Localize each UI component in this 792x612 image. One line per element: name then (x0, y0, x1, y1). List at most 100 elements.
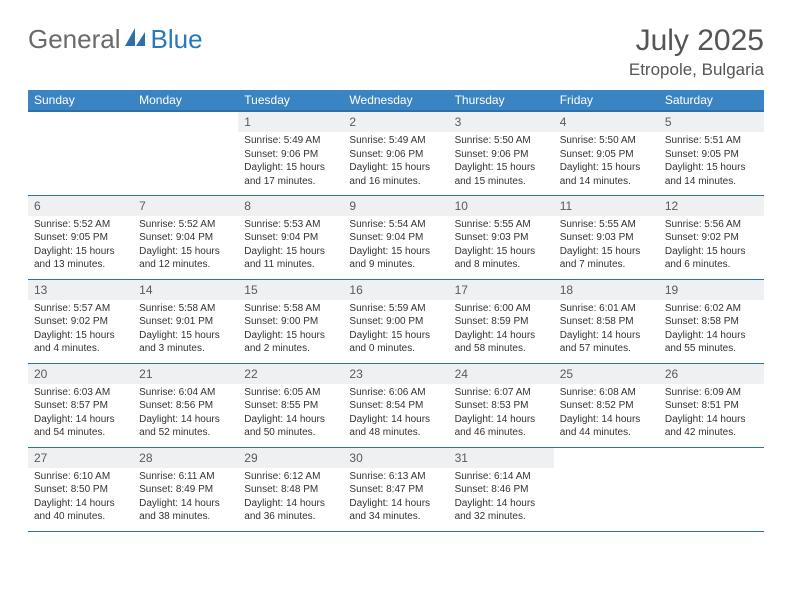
day-details: Sunrise: 5:56 AMSunset: 9:02 PMDaylight:… (659, 216, 764, 276)
daylight-text: Daylight: 14 hours and 36 minutes. (244, 497, 337, 524)
day-number: 31 (449, 448, 554, 468)
sunrise-text: Sunrise: 6:12 AM (244, 470, 337, 484)
sunrise-text: Sunrise: 5:59 AM (349, 302, 442, 316)
daylight-text: Daylight: 14 hours and 55 minutes. (665, 329, 758, 356)
sunrise-text: Sunrise: 5:49 AM (349, 134, 442, 148)
day-details: Sunrise: 5:50 AMSunset: 9:06 PMDaylight:… (449, 132, 554, 192)
day-details: Sunrise: 6:05 AMSunset: 8:55 PMDaylight:… (238, 384, 343, 444)
sunset-text: Sunset: 9:04 PM (139, 231, 232, 245)
day-number: 1 (238, 112, 343, 132)
calendar-day-cell (133, 111, 238, 195)
day-details: Sunrise: 5:57 AMSunset: 9:02 PMDaylight:… (28, 300, 133, 360)
calendar-day-cell: 15Sunrise: 5:58 AMSunset: 9:00 PMDayligh… (238, 279, 343, 363)
day-details: Sunrise: 6:01 AMSunset: 8:58 PMDaylight:… (554, 300, 659, 360)
calendar-day-cell: 4Sunrise: 5:50 AMSunset: 9:05 PMDaylight… (554, 111, 659, 195)
sunset-text: Sunset: 8:53 PM (455, 399, 548, 413)
day-details: Sunrise: 5:49 AMSunset: 9:06 PMDaylight:… (343, 132, 448, 192)
day-number: 23 (343, 364, 448, 384)
calendar-day-cell: 2Sunrise: 5:49 AMSunset: 9:06 PMDaylight… (343, 111, 448, 195)
sunrise-text: Sunrise: 6:07 AM (455, 386, 548, 400)
daylight-text: Daylight: 15 hours and 15 minutes. (455, 161, 548, 188)
day-number: 24 (449, 364, 554, 384)
day-details: Sunrise: 6:08 AMSunset: 8:52 PMDaylight:… (554, 384, 659, 444)
calendar-day-cell: 3Sunrise: 5:50 AMSunset: 9:06 PMDaylight… (449, 111, 554, 195)
daylight-text: Daylight: 14 hours and 58 minutes. (455, 329, 548, 356)
day-number: 8 (238, 196, 343, 216)
day-details: Sunrise: 5:52 AMSunset: 9:05 PMDaylight:… (28, 216, 133, 276)
sunset-text: Sunset: 8:59 PM (455, 315, 548, 329)
brand-word-1: General (28, 24, 121, 55)
calendar-day-cell: 6Sunrise: 5:52 AMSunset: 9:05 PMDaylight… (28, 195, 133, 279)
calendar-day-cell: 23Sunrise: 6:06 AMSunset: 8:54 PMDayligh… (343, 363, 448, 447)
day-details: Sunrise: 6:02 AMSunset: 8:58 PMDaylight:… (659, 300, 764, 360)
calendar-table: SundayMondayTuesdayWednesdayThursdayFrid… (28, 90, 764, 532)
day-details: Sunrise: 6:10 AMSunset: 8:50 PMDaylight:… (28, 468, 133, 528)
sunset-text: Sunset: 9:03 PM (455, 231, 548, 245)
sunrise-text: Sunrise: 5:54 AM (349, 218, 442, 232)
sunset-text: Sunset: 9:00 PM (349, 315, 442, 329)
sunrise-text: Sunrise: 6:02 AM (665, 302, 758, 316)
sunrise-text: Sunrise: 5:51 AM (665, 134, 758, 148)
day-details: Sunrise: 5:55 AMSunset: 9:03 PMDaylight:… (449, 216, 554, 276)
calendar-day-cell: 28Sunrise: 6:11 AMSunset: 8:49 PMDayligh… (133, 447, 238, 531)
day-number: 17 (449, 280, 554, 300)
sunset-text: Sunset: 9:00 PM (244, 315, 337, 329)
day-details: Sunrise: 5:52 AMSunset: 9:04 PMDaylight:… (133, 216, 238, 276)
day-details: Sunrise: 5:58 AMSunset: 9:01 PMDaylight:… (133, 300, 238, 360)
day-details: Sunrise: 6:06 AMSunset: 8:54 PMDaylight:… (343, 384, 448, 444)
day-details: Sunrise: 6:04 AMSunset: 8:56 PMDaylight:… (133, 384, 238, 444)
calendar-day-cell: 29Sunrise: 6:12 AMSunset: 8:48 PMDayligh… (238, 447, 343, 531)
daylight-text: Daylight: 15 hours and 14 minutes. (560, 161, 653, 188)
daylight-text: Daylight: 14 hours and 52 minutes. (139, 413, 232, 440)
calendar-day-cell: 18Sunrise: 6:01 AMSunset: 8:58 PMDayligh… (554, 279, 659, 363)
daylight-text: Daylight: 14 hours and 48 minutes. (349, 413, 442, 440)
day-number: 16 (343, 280, 448, 300)
daylight-text: Daylight: 15 hours and 3 minutes. (139, 329, 232, 356)
sunrise-text: Sunrise: 6:05 AM (244, 386, 337, 400)
calendar-day-cell: 27Sunrise: 6:10 AMSunset: 8:50 PMDayligh… (28, 447, 133, 531)
location: Etropole, Bulgaria (629, 60, 764, 80)
sunset-text: Sunset: 9:02 PM (34, 315, 127, 329)
day-number: 4 (554, 112, 659, 132)
sunset-text: Sunset: 9:04 PM (349, 231, 442, 245)
calendar-week-row: 20Sunrise: 6:03 AMSunset: 8:57 PMDayligh… (28, 363, 764, 447)
daylight-text: Daylight: 14 hours and 57 minutes. (560, 329, 653, 356)
sunset-text: Sunset: 9:06 PM (349, 148, 442, 162)
day-details: Sunrise: 5:53 AMSunset: 9:04 PMDaylight:… (238, 216, 343, 276)
day-details: Sunrise: 6:11 AMSunset: 8:49 PMDaylight:… (133, 468, 238, 528)
calendar-day-cell: 24Sunrise: 6:07 AMSunset: 8:53 PMDayligh… (449, 363, 554, 447)
daylight-text: Daylight: 14 hours and 38 minutes. (139, 497, 232, 524)
day-details: Sunrise: 6:03 AMSunset: 8:57 PMDaylight:… (28, 384, 133, 444)
day-details: Sunrise: 5:59 AMSunset: 9:00 PMDaylight:… (343, 300, 448, 360)
daylight-text: Daylight: 14 hours and 50 minutes. (244, 413, 337, 440)
day-number: 25 (554, 364, 659, 384)
calendar-day-cell: 17Sunrise: 6:00 AMSunset: 8:59 PMDayligh… (449, 279, 554, 363)
sunset-text: Sunset: 8:58 PM (560, 315, 653, 329)
calendar-day-cell: 14Sunrise: 5:58 AMSunset: 9:01 PMDayligh… (133, 279, 238, 363)
day-number: 5 (659, 112, 764, 132)
sunrise-text: Sunrise: 5:52 AM (34, 218, 127, 232)
daylight-text: Daylight: 15 hours and 4 minutes. (34, 329, 127, 356)
day-number: 11 (554, 196, 659, 216)
day-details: Sunrise: 6:00 AMSunset: 8:59 PMDaylight:… (449, 300, 554, 360)
day-number: 28 (133, 448, 238, 468)
sunrise-text: Sunrise: 5:49 AM (244, 134, 337, 148)
weekday-header: Thursday (449, 90, 554, 111)
calendar-day-cell: 31Sunrise: 6:14 AMSunset: 8:46 PMDayligh… (449, 447, 554, 531)
sunset-text: Sunset: 8:52 PM (560, 399, 653, 413)
sunrise-text: Sunrise: 5:50 AM (455, 134, 548, 148)
weekday-header: Sunday (28, 90, 133, 111)
sunrise-text: Sunrise: 5:53 AM (244, 218, 337, 232)
day-number: 7 (133, 196, 238, 216)
daylight-text: Daylight: 15 hours and 14 minutes. (665, 161, 758, 188)
brand-word-2: Blue (151, 24, 203, 55)
page-header: General Blue July 2025 Etropole, Bulgari… (28, 24, 764, 80)
sunrise-text: Sunrise: 6:08 AM (560, 386, 653, 400)
day-number: 15 (238, 280, 343, 300)
sunset-text: Sunset: 8:51 PM (665, 399, 758, 413)
sunset-text: Sunset: 8:55 PM (244, 399, 337, 413)
daylight-text: Daylight: 14 hours and 40 minutes. (34, 497, 127, 524)
day-number: 9 (343, 196, 448, 216)
day-number: 13 (28, 280, 133, 300)
calendar-day-cell: 5Sunrise: 5:51 AMSunset: 9:05 PMDaylight… (659, 111, 764, 195)
